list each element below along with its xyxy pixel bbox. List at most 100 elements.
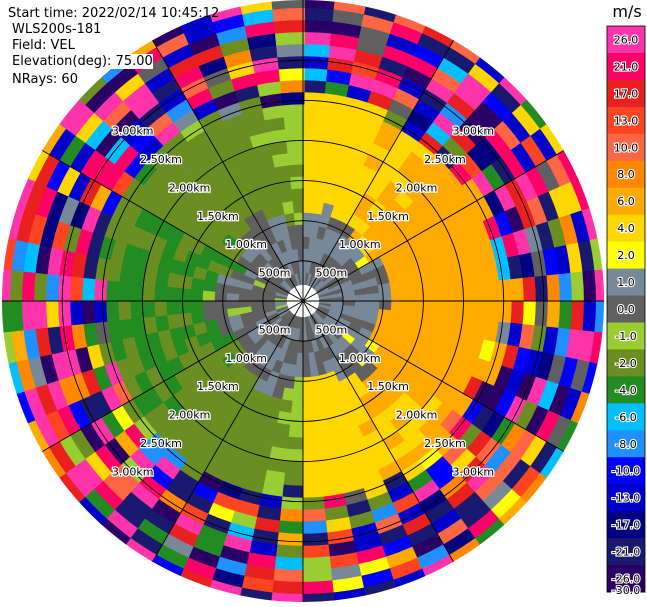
velocity-gate [286, 436, 303, 450]
velocity-gate [384, 546, 418, 570]
velocity-gate [447, 538, 480, 563]
velocity-gate [373, 513, 403, 535]
velocity-gate [274, 294, 288, 300]
velocity-gate [534, 410, 560, 444]
velocity-gate [316, 307, 329, 316]
velocity-gate [9, 268, 24, 301]
velocity-gate [330, 296, 344, 302]
velocity-gate [166, 300, 180, 316]
velocity-gate [110, 338, 128, 362]
velocity-gate [319, 239, 330, 254]
velocity-gate [361, 579, 396, 596]
velocity-gate [112, 195, 134, 221]
velocity-gate [284, 212, 296, 227]
velocity-gate [404, 151, 428, 174]
velocity-gate [311, 249, 320, 263]
velocity-gate [354, 545, 387, 565]
velocity-gate [341, 224, 356, 240]
velocity-gate [226, 458, 250, 477]
velocity-gate [341, 309, 355, 318]
colorbar-tick-label: 10.0 [614, 141, 639, 154]
velocity-gate [438, 474, 468, 501]
velocity-gate [326, 258, 339, 272]
velocity-gate [342, 301, 356, 307]
velocity-gate [511, 104, 542, 138]
colorbar-cell [607, 268, 645, 297]
velocity-gate [422, 185, 444, 208]
velocity-gate [402, 289, 416, 302]
velocity-gate [279, 281, 292, 292]
colorbar-cell [607, 322, 645, 350]
velocity-gate [581, 208, 598, 243]
velocity-gate [345, 327, 359, 340]
velocity-gate [188, 32, 222, 56]
velocity-gate [281, 484, 303, 499]
velocity-gate [272, 152, 290, 168]
velocity-gate [371, 79, 400, 100]
velocity-gate [166, 355, 185, 376]
velocity-gate [365, 285, 380, 295]
range-ring-label: 2.00km [396, 182, 438, 195]
velocity-gate [215, 439, 238, 459]
velocity-gate [287, 152, 304, 166]
velocity-gate [546, 274, 561, 303]
velocity-gate [558, 387, 582, 423]
velocity-gate [290, 327, 298, 341]
velocity-gate [436, 315, 452, 333]
velocity-gate [546, 354, 567, 386]
velocity-gate [236, 351, 252, 367]
velocity-gate [198, 55, 229, 78]
velocity-gate [389, 22, 425, 46]
velocity-gate [262, 292, 276, 299]
velocity-gate [238, 300, 252, 308]
velocity-gate [110, 238, 128, 263]
velocity-gate [401, 513, 432, 537]
velocity-gate [171, 140, 196, 164]
velocity-gate [390, 170, 412, 192]
velocity-gate [459, 500, 492, 530]
velocity-gate [415, 544, 450, 570]
velocity-gate [178, 312, 194, 327]
velocity-gate [142, 408, 166, 433]
velocity-gate [402, 66, 434, 90]
velocity-gate [105, 299, 120, 322]
velocity-gate [222, 113, 248, 133]
velocity-gate [324, 81, 351, 98]
velocity-gate [402, 181, 424, 203]
velocity-gate [459, 317, 475, 339]
velocity-gate [267, 396, 283, 412]
velocity-gate [238, 96, 264, 114]
velocity-gate [203, 67, 233, 89]
velocity-gate [306, 316, 312, 329]
velocity-gate [230, 269, 245, 282]
velocity-gate [351, 61, 381, 81]
velocity-gate [486, 280, 501, 303]
velocity-gate [297, 340, 303, 354]
velocity-gate [354, 255, 370, 270]
velocity-gate [324, 242, 336, 256]
velocity-gate [493, 390, 516, 419]
velocity-gate [243, 372, 259, 389]
range-ring-label: 2.00km [169, 409, 211, 422]
velocity-gate [80, 148, 106, 179]
velocity-gate [277, 520, 303, 535]
velocity-gate [111, 108, 141, 138]
velocity-gate [449, 448, 477, 476]
velocity-gate [152, 401, 175, 425]
velocity-gate [286, 326, 295, 340]
velocity-gate [275, 289, 289, 296]
velocity-gate [340, 348, 355, 364]
velocity-gate [314, 325, 324, 339]
velocity-gate [319, 321, 331, 334]
velocity-gate [151, 77, 183, 103]
velocity-gate [163, 131, 189, 155]
velocity-gate [535, 221, 555, 252]
velocity-gate [192, 265, 208, 281]
range-ring-label: 1.50km [367, 380, 409, 393]
velocity-gate [352, 281, 367, 291]
velocity-gate [526, 196, 549, 227]
velocity-gate [303, 248, 309, 262]
velocity-gate [518, 324, 535, 352]
velocity-gate [80, 367, 102, 396]
velocity-gate [179, 150, 203, 173]
